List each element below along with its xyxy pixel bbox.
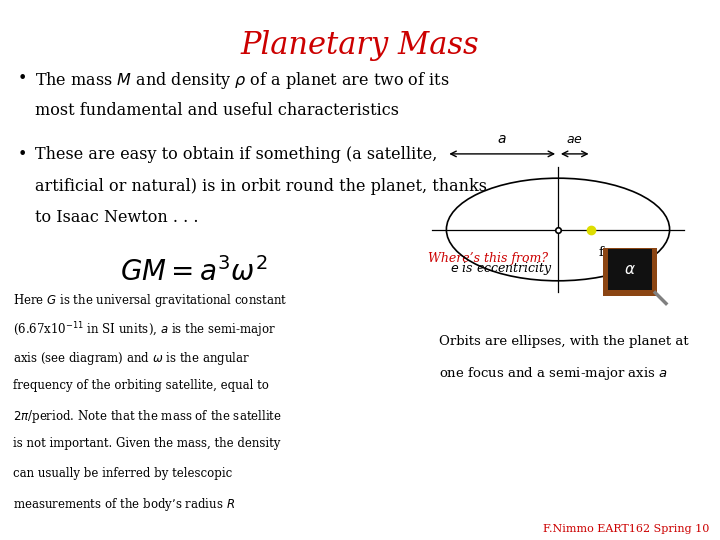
Text: $\alpha$: $\alpha$ (624, 263, 636, 276)
Text: F.Nimmo EART162 Spring 10: F.Nimmo EART162 Spring 10 (543, 523, 709, 534)
Text: •: • (18, 70, 27, 87)
Text: The mass $M$ and density $\rho$ of a planet are two of its: The mass $M$ and density $\rho$ of a pla… (35, 70, 449, 91)
Text: most fundamental and useful characteristics: most fundamental and useful characterist… (35, 102, 399, 118)
Text: $ae$: $ae$ (567, 133, 583, 146)
Text: $a$: $a$ (498, 132, 507, 146)
Text: measurements of the body’s radius $R$: measurements of the body’s radius $R$ (13, 496, 235, 512)
Text: Orbits are ellipses, with the planet at: Orbits are ellipses, with the planet at (439, 335, 689, 348)
Text: (6.67x10$^{-11}$ in SI units), $a$ is the semi-major: (6.67x10$^{-11}$ in SI units), $a$ is th… (13, 321, 276, 340)
Text: axis (see diagram) and $\omega$ is the angular: axis (see diagram) and $\omega$ is the a… (13, 350, 250, 367)
Text: Where’s this from?: Where’s this from? (428, 252, 549, 265)
Text: one focus and a semi-major axis $a$: one focus and a semi-major axis $a$ (439, 364, 667, 381)
Text: is not important. Given the mass, the density: is not important. Given the mass, the de… (13, 437, 280, 450)
Text: to Isaac Newton . . .: to Isaac Newton . . . (35, 209, 198, 226)
Text: can usually be inferred by telescopic: can usually be inferred by telescopic (13, 467, 233, 480)
FancyBboxPatch shape (603, 248, 657, 296)
Text: frequency of the orbiting satellite, equal to: frequency of the orbiting satellite, equ… (13, 379, 269, 392)
Text: artificial or natural) is in orbit round the planet, thanks: artificial or natural) is in orbit round… (35, 178, 487, 194)
Text: Here $G$ is the universal gravitational constant: Here $G$ is the universal gravitational … (13, 292, 287, 308)
Text: $e$ is eccentricity: $e$ is eccentricity (450, 260, 553, 277)
Text: Planetary Mass: Planetary Mass (240, 30, 480, 60)
Text: These are easy to obtain if something (a satellite,: These are easy to obtain if something (a… (35, 146, 437, 163)
Text: focus: focus (599, 246, 634, 259)
Text: •: • (18, 146, 27, 163)
Text: $2\pi$/period. Note that the mass of the satellite: $2\pi$/period. Note that the mass of the… (13, 408, 282, 425)
Text: $GM = a^3\omega^2$: $GM = a^3\omega^2$ (120, 258, 269, 287)
FancyBboxPatch shape (608, 249, 652, 290)
